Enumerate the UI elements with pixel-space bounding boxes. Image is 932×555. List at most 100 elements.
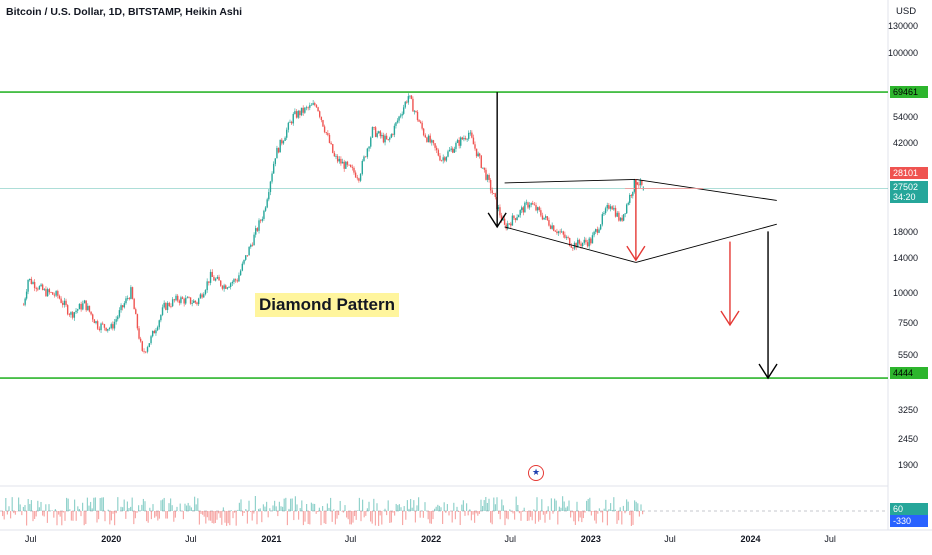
- oscillator-bar: [554, 499, 555, 511]
- oscillator-bar: [492, 511, 493, 524]
- oscillator-bar: [404, 506, 405, 511]
- oscillator-bar: [197, 498, 198, 511]
- oscillator-bar: [39, 507, 40, 511]
- oscillator-bar: [357, 510, 358, 511]
- candle-body: [405, 102, 406, 108]
- candle-body: [122, 305, 123, 307]
- level-badge-bottom: 4444: [890, 367, 928, 379]
- candle-body: [363, 157, 364, 161]
- candle-body: [353, 168, 354, 173]
- oscillator-bar: [400, 507, 401, 511]
- oscillator-bar: [626, 499, 627, 511]
- oscillator-bar: [136, 511, 137, 513]
- oscillator-bar: [15, 511, 16, 515]
- oscillator-bar: [589, 498, 590, 511]
- oscillator-bar: [349, 511, 350, 524]
- candle-body: [324, 126, 325, 132]
- candle-body: [523, 207, 524, 212]
- candle-body: [201, 294, 202, 297]
- oscillator-bar: [288, 509, 289, 511]
- oscillator-bar: [436, 507, 437, 511]
- oscillator-bar: [352, 511, 353, 523]
- candle-body: [529, 205, 530, 208]
- candle-body: [584, 240, 585, 243]
- candle-body: [580, 244, 581, 246]
- oscillator-bar: [488, 499, 489, 511]
- oscillator-bar: [141, 505, 142, 511]
- candle-body: [233, 279, 234, 282]
- oscillator-bar: [162, 500, 163, 511]
- candle-body: [527, 202, 528, 207]
- oscillator-bar: [487, 503, 488, 511]
- oscillator-bar: [236, 511, 237, 526]
- oscillator-bar: [490, 511, 491, 523]
- oscillator-bar: [373, 499, 374, 511]
- candle-body: [449, 150, 450, 151]
- oscillator-bar: [359, 498, 360, 511]
- oscillator-bar: [348, 511, 349, 519]
- oscillator-bar: [351, 511, 352, 524]
- oscillator-bar: [312, 504, 313, 511]
- candle-body: [47, 289, 48, 296]
- candle-body: [138, 328, 139, 338]
- oscillator-bar: [232, 511, 233, 518]
- oscillator-bar: [311, 503, 312, 511]
- candle-body: [337, 156, 338, 161]
- candle-body: [595, 229, 596, 232]
- oscillator-bar: [580, 511, 581, 517]
- candle-body: [218, 277, 219, 281]
- candle-body: [115, 319, 116, 322]
- oscillator-bar: [573, 511, 574, 521]
- candle-body: [403, 107, 404, 113]
- candle-body: [579, 240, 580, 244]
- oscillator-bar: [282, 507, 283, 511]
- oscillator-bar: [2, 511, 3, 516]
- candle-body: [638, 185, 639, 186]
- candle-body: [558, 231, 559, 233]
- candle-body: [473, 138, 474, 145]
- candle-body: [624, 213, 625, 214]
- oscillator-bar: [237, 510, 238, 511]
- oscillator-bar: [31, 500, 32, 511]
- oscillator-bar: [327, 504, 328, 511]
- candle-body: [100, 324, 101, 331]
- us-flag-icon[interactable]: ★: [528, 465, 544, 481]
- oscillator-bar: [543, 511, 544, 515]
- candle-body: [434, 143, 435, 148]
- candle-body: [372, 127, 373, 137]
- oscillator-bar: [538, 511, 539, 522]
- y-tick-label: 54000: [893, 112, 918, 122]
- oscillator-bar: [16, 511, 17, 512]
- candle-body: [641, 180, 642, 184]
- candle-body: [447, 151, 448, 156]
- candle-body: [195, 301, 196, 303]
- candle-body: [471, 133, 472, 138]
- candle-body: [301, 108, 302, 115]
- x-tick-label: 2022: [421, 534, 441, 544]
- oscillator-bar: [447, 504, 448, 511]
- candle-body: [225, 285, 226, 288]
- candle-body: [386, 136, 387, 139]
- candle-body: [375, 127, 376, 137]
- oscillator-bar: [240, 499, 241, 511]
- oscillator-bar: [370, 511, 371, 521]
- oscillator-bar: [618, 511, 619, 520]
- oscillator-bar: [428, 511, 429, 519]
- oscillator-bar: [274, 501, 275, 511]
- candle-body: [590, 239, 591, 244]
- candle-body: [50, 292, 51, 293]
- candle-body: [140, 339, 141, 342]
- candle-body: [102, 324, 103, 325]
- oscillator-bar: [556, 501, 557, 511]
- oscillator-bar: [306, 504, 307, 511]
- oscillator-bar: [613, 497, 614, 511]
- candle-body: [232, 282, 233, 283]
- high-price-badge: 28101: [890, 167, 928, 179]
- oscillator-bar: [256, 511, 257, 524]
- candle-body: [326, 132, 327, 133]
- candle-body: [97, 321, 98, 329]
- candle-body: [24, 299, 25, 305]
- candle-body: [39, 286, 40, 289]
- candle-body: [40, 285, 41, 287]
- oscillator-bar: [264, 507, 265, 511]
